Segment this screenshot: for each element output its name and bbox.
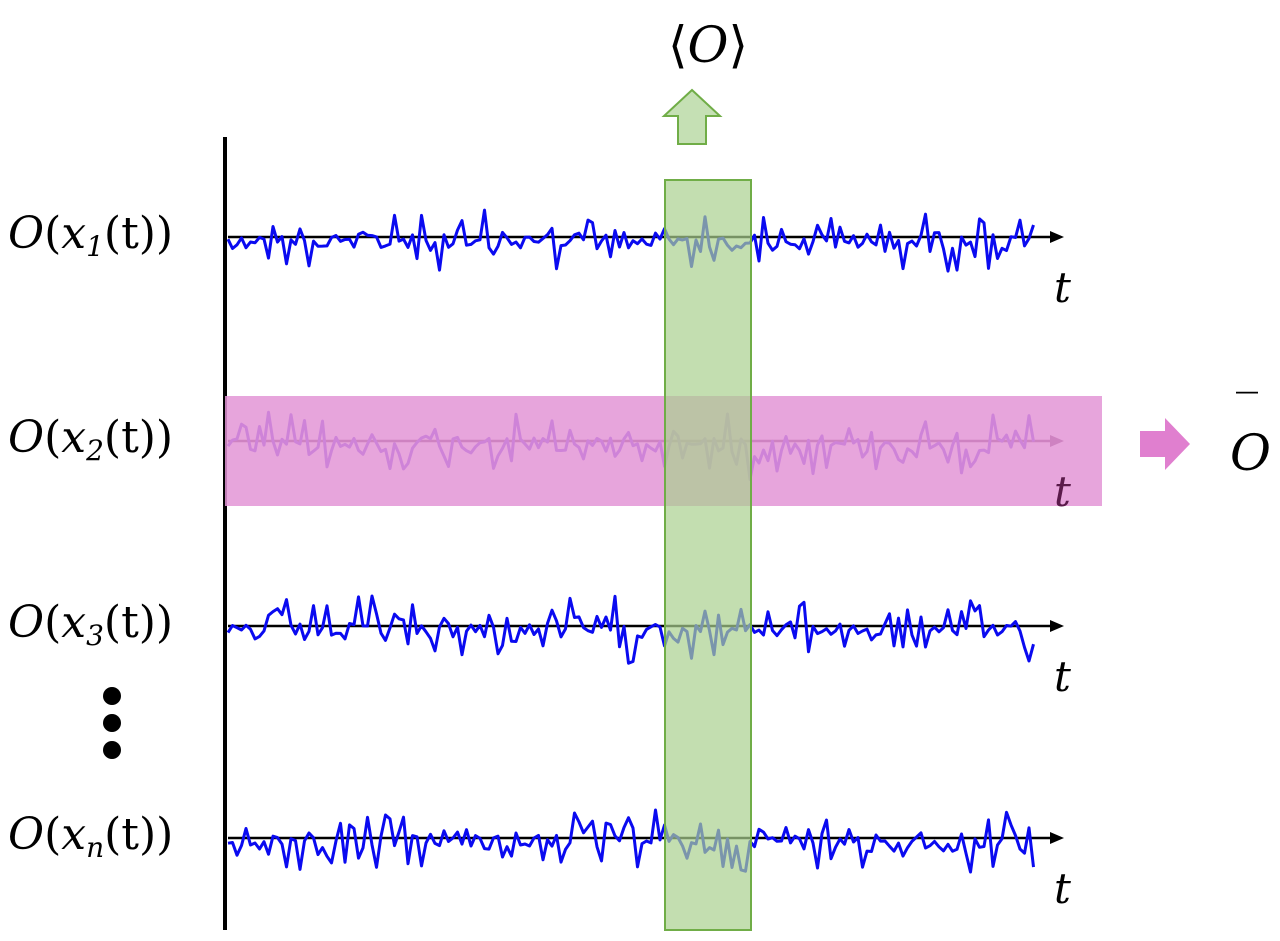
axis-arrowhead-icon [1050,832,1064,844]
observable-symbol: O [8,597,45,648]
row-label: O(x1(t)) [8,212,173,261]
signal-trace [226,208,1035,273]
paren: ( [44,597,62,648]
subscript: 2 [86,434,104,467]
up-arrow-icon [661,88,723,145]
open-bracket: ⟨ [668,16,688,74]
time-label: t [1054,864,1071,913]
ellipsis-dot [103,714,121,732]
close-bracket: ⟩ [728,16,749,74]
ensemble-average-label: ⟨O⟩ [668,20,748,70]
variable: x [61,208,87,259]
observable-symbol: O [8,412,45,463]
time-label: t [1054,263,1071,312]
variable: x [61,809,87,860]
bar-accent: ‾ [1236,385,1258,436]
signal-trace [226,594,1035,665]
time-average-band [225,396,1102,506]
time-arg: (t)) [103,208,174,259]
ellipsis-dot [103,687,121,705]
ellipsis-dot [103,741,121,759]
right-arrow-icon [1140,418,1190,470]
observable-symbol: O [687,16,729,74]
axis-arrowhead-icon [1050,231,1064,243]
subscript: 3 [86,619,104,652]
axis-arrowhead-icon [1050,620,1064,632]
row-label: O(x2(t)) [8,416,173,465]
variable: x [61,412,87,463]
variable: x [61,597,87,648]
observable-symbol: O [1230,424,1271,482]
paren: ( [44,412,62,463]
ensemble-average-band [664,179,752,931]
observable-symbol: O [8,809,45,860]
subscript: n [86,831,105,864]
time-label: t [1054,467,1071,516]
subscript: 1 [86,230,104,263]
row-label: O(x3(t)) [8,601,173,650]
signal-trace [227,808,1035,874]
paren: ( [44,208,62,259]
time-arg: (t)) [104,809,174,860]
time-arg: (t)) [103,412,174,463]
paren: ( [44,809,62,860]
time-label: t [1054,652,1071,701]
time-arg: (t)) [103,597,174,648]
row-label: O(xn(t)) [8,813,173,862]
observable-symbol: O [8,208,45,259]
time-average-label: O [1230,428,1271,478]
